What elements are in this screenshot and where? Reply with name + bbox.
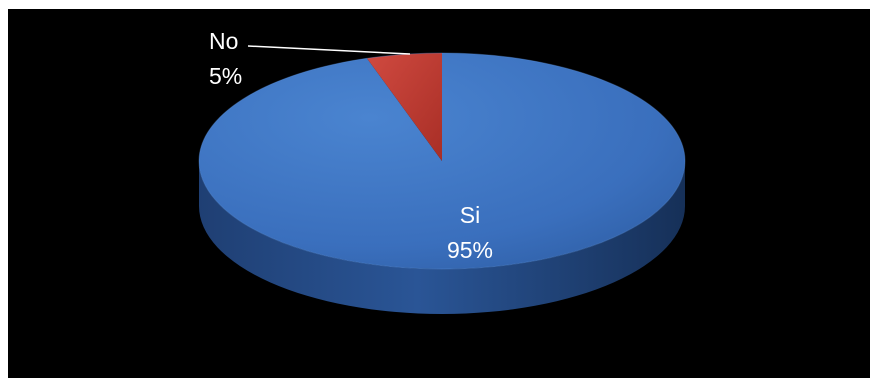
chart-area: No 5% Si 95% [8,9,870,378]
slice-si [198,53,686,270]
pie-chart: No 5% Si 95% [198,28,686,314]
slice-side-si [199,161,685,314]
slice-label-si: Si [460,202,480,228]
slice-percent-no: 5% [209,63,242,89]
slice-no [366,53,442,161]
slice-label-no: No [209,28,238,54]
slice-percent-si: 95% [447,237,493,263]
pie-rim [198,52,686,270]
leader-line-no [247,45,411,55]
